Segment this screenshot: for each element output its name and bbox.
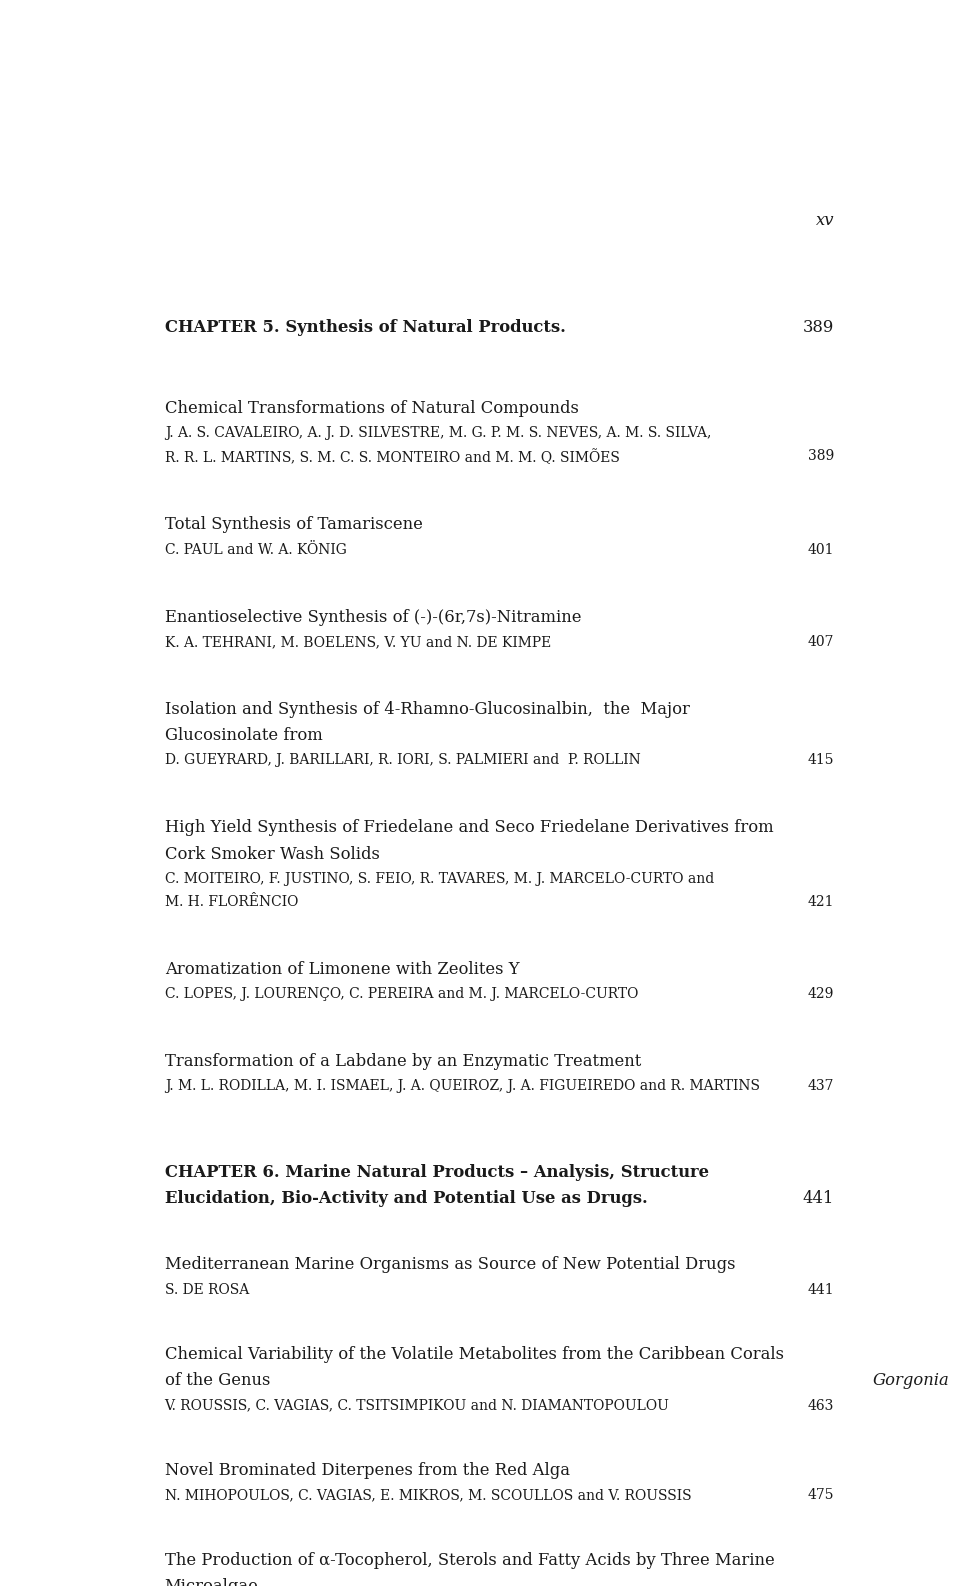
Text: 441: 441 [803,1190,834,1207]
Text: D. GUEYRARD, J. BARILLARI, R. IORI, S. PALMIERI and  P. ROLLIN: D. GUEYRARD, J. BARILLARI, R. IORI, S. P… [165,753,640,768]
Text: 421: 421 [807,895,834,909]
Text: M. H. FLORÊNCIO: M. H. FLORÊNCIO [165,895,298,909]
Text: 437: 437 [807,1080,834,1093]
Text: Aromatization of Limonene with Zeolites Y: Aromatization of Limonene with Zeolites … [165,961,519,979]
Text: Elucidation, Bio-Activity and Potential Use as Drugs.: Elucidation, Bio-Activity and Potential … [165,1190,647,1207]
Text: The Production of α-Tocopherol, Sterols and Fatty Acids by Three Marine: The Production of α-Tocopherol, Sterols … [165,1553,775,1569]
Text: Glucosinolate from: Glucosinolate from [165,726,327,744]
Text: 441: 441 [807,1283,834,1297]
Text: C. PAUL and W. A. KÖNIG: C. PAUL and W. A. KÖNIG [165,542,347,557]
Text: CHAPTER 5. Synthesis of Natural Products.: CHAPTER 5. Synthesis of Natural Products… [165,319,565,336]
Text: 407: 407 [807,634,834,649]
Text: Enantioselective Synthesis of (-)-(6r,7s)-Nitramine: Enantioselective Synthesis of (-)-(6r,7s… [165,609,581,625]
Text: xv: xv [816,213,834,230]
Text: N. MIHOPOULOS, C. VAGIAS, E. MIKROS, M. SCOULLOS and V. ROUSSIS: N. MIHOPOULOS, C. VAGIAS, E. MIKROS, M. … [165,1489,691,1502]
Text: V. ROUSSIS, C. VAGIAS, C. TSITSIMPIKOU and N. DIAMANTOPOULOU: V. ROUSSIS, C. VAGIAS, C. TSITSIMPIKOU a… [165,1399,669,1413]
Text: 475: 475 [807,1489,834,1502]
Text: Transformation of a Labdane by an Enzymatic Treatment: Transformation of a Labdane by an Enzyma… [165,1053,641,1071]
Text: Total Synthesis of Tamariscene: Total Synthesis of Tamariscene [165,517,422,533]
Text: 389: 389 [808,449,834,463]
Text: Chemical Variability of the Volatile Metabolites from the Caribbean Corals: Chemical Variability of the Volatile Met… [165,1347,783,1364]
Text: J. A. S. CAVALEIRO, A. J. D. SILVESTRE, M. G. P. M. S. NEVES, A. M. S. SILVA,: J. A. S. CAVALEIRO, A. J. D. SILVESTRE, … [165,427,711,439]
Text: Isolation and Synthesis of 4-Rhamno-Glucosinalbin,  the  Major: Isolation and Synthesis of 4-Rhamno-Gluc… [165,701,689,718]
Text: of the Genus: of the Genus [165,1372,276,1389]
Text: Gorgonia: Gorgonia [873,1372,949,1389]
Text: C. LOPES, J. LOURENÇO, C. PEREIRA and M. J. MARCELO-CURTO: C. LOPES, J. LOURENÇO, C. PEREIRA and M.… [165,986,638,1001]
Text: Mediterranean Marine Organisms as Source of New Potential Drugs: Mediterranean Marine Organisms as Source… [165,1256,735,1274]
Text: S. DE ROSA: S. DE ROSA [165,1283,249,1297]
Text: 389: 389 [803,319,834,336]
Text: 415: 415 [807,753,834,768]
Text: 401: 401 [807,542,834,557]
Text: Cork Smoker Wash Solids: Cork Smoker Wash Solids [165,845,379,863]
Text: Microalgae: Microalgae [165,1578,258,1586]
Text: 463: 463 [808,1399,834,1413]
Text: CHAPTER 6. Marine Natural Products – Analysis, Structure: CHAPTER 6. Marine Natural Products – Ana… [165,1164,708,1180]
Text: R. R. L. MARTINS, S. M. C. S. MONTEIRO and M. M. Q. SIMÕES: R. R. L. MARTINS, S. M. C. S. MONTEIRO a… [165,449,619,465]
Text: K. A. TEHRANI, M. BOELENS, V. YU and N. DE KIMPE: K. A. TEHRANI, M. BOELENS, V. YU and N. … [165,634,551,649]
Text: J. M. L. RODILLA, M. I. ISMAEL, J. A. QUEIROZ, J. A. FIGUEIREDO and R. MARTINS: J. M. L. RODILLA, M. I. ISMAEL, J. A. QU… [165,1080,759,1093]
Text: High Yield Synthesis of Friedelane and Seco Friedelane Derivatives from: High Yield Synthesis of Friedelane and S… [165,820,773,836]
Text: Chemical Transformations of Natural Compounds: Chemical Transformations of Natural Comp… [165,400,579,417]
Text: C. MOITEIRO, F. JUSTINO, S. FEIO, R. TAVARES, M. J. MARCELO-CURTO and: C. MOITEIRO, F. JUSTINO, S. FEIO, R. TAV… [165,872,714,885]
Text: Novel Brominated Diterpenes from the Red Alga: Novel Brominated Diterpenes from the Red… [165,1462,575,1480]
Text: 429: 429 [808,986,834,1001]
